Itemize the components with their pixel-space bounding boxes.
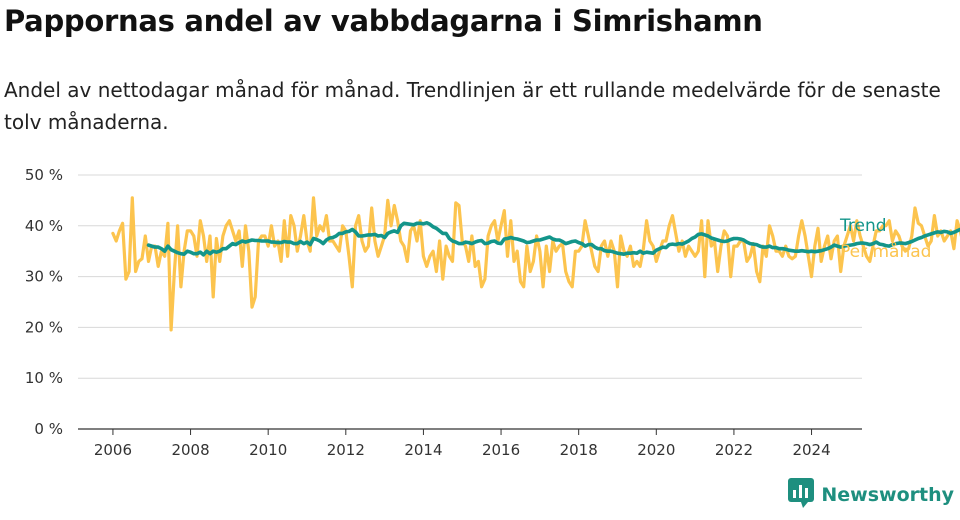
series-line-trend [146, 221, 960, 257]
x-tick-label: 2014 [404, 441, 442, 459]
x-tick-label: 2024 [792, 441, 830, 459]
y-tick-label: 30 % [25, 268, 63, 286]
x-tick-label: 2022 [715, 441, 753, 459]
bar-chart-speech-bubble-icon [788, 478, 815, 512]
series-lines [111, 196, 960, 332]
x-tick-label: 2020 [637, 441, 675, 459]
x-tick-label: 2012 [327, 441, 365, 459]
series-line-per-manad [111, 196, 960, 332]
y-tick-label: 40 % [25, 217, 63, 235]
brand-name: Newsworthy [821, 484, 954, 506]
y-tick-label: 20 % [25, 318, 63, 336]
legend: Per månad Trend [839, 216, 931, 262]
axes: 0 % 10 % 20 % 30 % 40 % 50 % 2006 2008 2010 2012 2… [25, 166, 862, 459]
gridlines [78, 174, 862, 379]
x-tick-label: 2018 [560, 441, 598, 459]
x-tick-label: 2006 [94, 441, 132, 459]
chart-subtitle: Andel av nettodagar månad för månad. Tre… [4, 78, 941, 134]
chart-title: Pappornas andel av vabbdagarna i Simrish… [4, 4, 763, 38]
y-tick-label: 0 % [34, 420, 63, 438]
y-tick-label: 50 % [25, 166, 63, 184]
brand-footer: Newsworthy [788, 478, 954, 512]
x-tick-label: 2016 [482, 441, 520, 459]
x-tick-label: 2008 [171, 441, 209, 459]
x-tick-label: 2010 [249, 441, 287, 459]
y-tick-label: 10 % [25, 369, 63, 387]
legend-label: Per månad [840, 241, 931, 262]
legend-label: Trend [839, 216, 887, 236]
